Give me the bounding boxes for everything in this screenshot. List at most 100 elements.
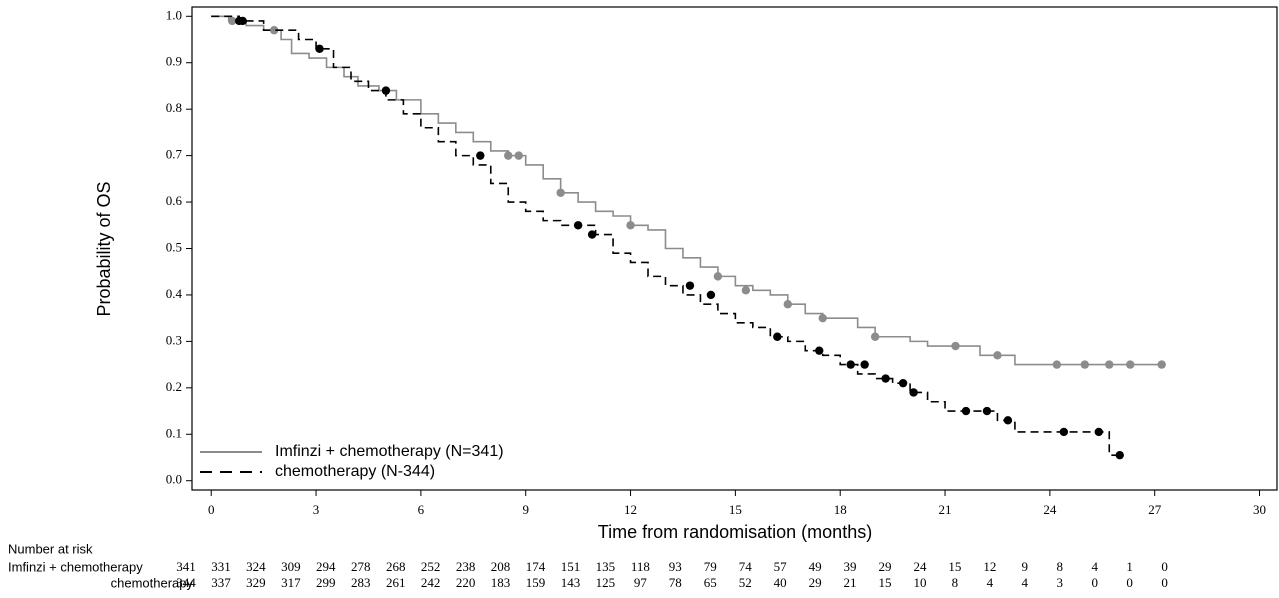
risk-count: 29 (809, 575, 822, 590)
censor-mark (1115, 450, 1124, 460)
risk-table-title: Number at risk (8, 541, 93, 556)
risk-count: 118 (631, 559, 650, 574)
risk-count: 143 (561, 575, 581, 590)
risk-count: 283 (351, 575, 371, 590)
censor-mark (713, 272, 723, 281)
y-tick-label: 1.0 (166, 7, 182, 22)
censor-mark (626, 221, 635, 230)
censor-mark (269, 26, 279, 35)
censor-mark (514, 151, 523, 160)
risk-count: 0 (1161, 559, 1168, 574)
risk-count: 317 (281, 575, 301, 590)
censor-mark (898, 378, 908, 388)
censor-mark (741, 286, 751, 295)
censor-mark (993, 351, 1002, 360)
risk-count: 21 (844, 575, 857, 590)
censor-mark (227, 16, 237, 26)
risk-count: 341 (176, 559, 196, 574)
risk-count: 220 (456, 575, 476, 590)
risk-count: 15 (879, 575, 892, 590)
risk-count: 8 (952, 575, 959, 590)
risk-count: 97 (634, 575, 648, 590)
x-tick-label: 12 (624, 502, 637, 517)
risk-count: 57 (774, 559, 788, 574)
risk-count: 4 (987, 575, 994, 590)
censor-mark (315, 44, 324, 53)
censor-mark (846, 360, 855, 369)
censor-mark (773, 332, 782, 341)
censor-mark (1052, 360, 1062, 369)
censor-mark (587, 230, 597, 239)
risk-count: 309 (281, 559, 301, 574)
y-tick-label: 0.4 (166, 286, 183, 301)
risk-count: 0 (1161, 575, 1168, 590)
censor-mark (860, 360, 869, 369)
risk-count: 52 (739, 575, 752, 590)
censor-mark (982, 406, 992, 416)
y-tick-label: 0.6 (166, 193, 183, 208)
x-tick-label: 27 (1148, 502, 1162, 517)
censor-mark (238, 16, 247, 26)
x-tick-label: 6 (418, 502, 425, 517)
censor-mark (783, 300, 792, 309)
x-tick-label: 15 (729, 502, 742, 517)
risk-count: 9 (1022, 559, 1029, 574)
risk-count: 4 (1022, 575, 1029, 590)
risk-count: 10 (913, 575, 926, 590)
risk-count: 344 (176, 575, 196, 590)
risk-count: 242 (421, 575, 441, 590)
x-tick-label: 24 (1043, 502, 1057, 517)
censor-mark (1080, 360, 1090, 369)
risk-count: 79 (704, 559, 717, 574)
risk-row-label: chemotherapy (111, 575, 194, 590)
risk-count: 78 (669, 575, 682, 590)
risk-count: 24 (913, 559, 927, 574)
y-axis-label: Probability of OS (94, 181, 114, 316)
risk-count: 331 (211, 559, 231, 574)
survival-curve (211, 15, 1162, 366)
x-tick-label: 0 (208, 502, 215, 517)
risk-count: 74 (739, 559, 753, 574)
risk-count: 252 (421, 559, 441, 574)
risk-count: 0 (1091, 575, 1098, 590)
censor-mark (815, 346, 824, 355)
risk-count: 261 (386, 575, 406, 590)
y-tick-label: 0.8 (166, 100, 182, 115)
risk-count: 93 (669, 559, 682, 574)
risk-count: 125 (596, 575, 616, 590)
x-tick-label: 9 (522, 502, 529, 517)
censor-mark (951, 341, 960, 351)
risk-count: 65 (704, 575, 717, 590)
risk-count: 337 (211, 575, 231, 590)
censor-mark (1126, 360, 1135, 369)
risk-count: 29 (879, 559, 892, 574)
risk-count: 8 (1057, 559, 1064, 574)
y-tick-label: 0.3 (166, 332, 182, 347)
censor-mark (961, 406, 971, 416)
censor-mark (870, 332, 880, 341)
x-tick-label: 18 (834, 502, 847, 517)
x-axis-label: Time from randomisation (months) (598, 522, 872, 542)
risk-count: 12 (983, 559, 996, 574)
y-tick-label: 0.7 (166, 147, 183, 162)
x-tick-label: 30 (1253, 502, 1266, 517)
risk-count: 4 (1091, 559, 1098, 574)
risk-count: 40 (774, 575, 787, 590)
censor-mark (706, 290, 716, 300)
censor-mark (1157, 360, 1166, 369)
risk-count: 208 (491, 559, 511, 574)
risk-count: 0 (1126, 575, 1133, 590)
legend-label: chemotherapy (N-344) (275, 463, 435, 480)
y-tick-label: 0.5 (166, 239, 182, 254)
y-tick-label: 0.2 (166, 379, 182, 394)
risk-count: 268 (386, 559, 406, 574)
risk-count: 183 (491, 575, 511, 590)
y-tick-label: 0.0 (166, 472, 182, 487)
risk-count: 39 (844, 559, 857, 574)
censor-mark (881, 374, 890, 383)
risk-count: 329 (246, 575, 266, 590)
risk-count: 15 (948, 559, 961, 574)
risk-count: 1 (1126, 559, 1133, 574)
censor-mark (381, 86, 391, 95)
